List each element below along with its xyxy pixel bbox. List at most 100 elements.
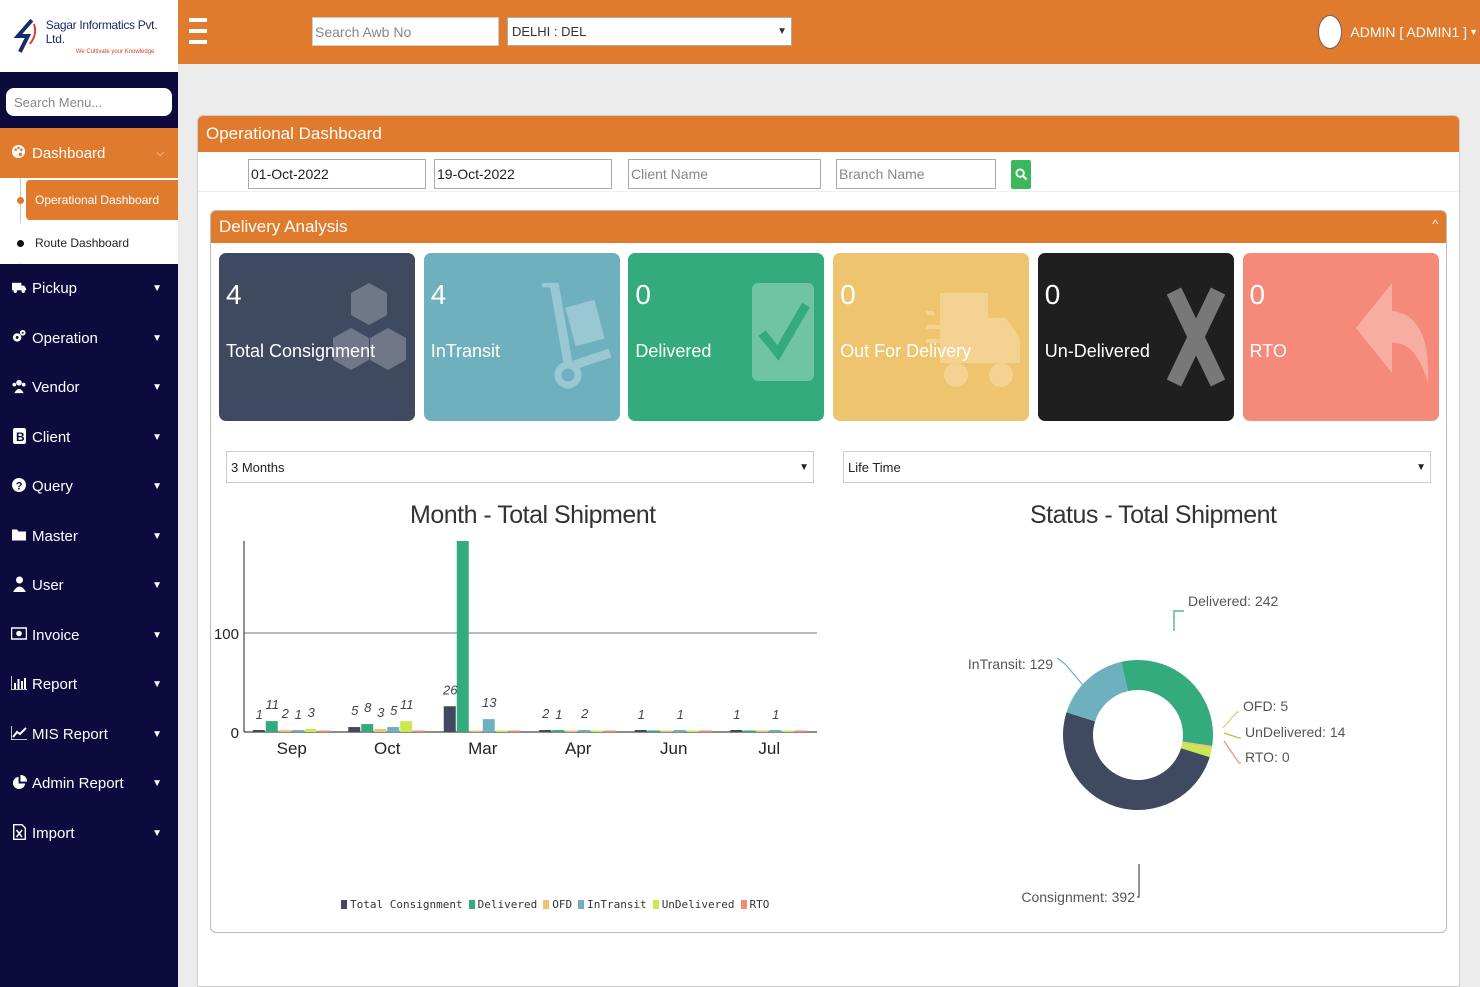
bar-rto-apr bbox=[604, 730, 617, 732]
to-date-input[interactable] bbox=[434, 159, 612, 189]
bar-ofd-jun bbox=[660, 730, 673, 732]
slice-label-undelivered: UnDelivered: 14 bbox=[1245, 724, 1346, 740]
slice-undelivered[interactable] bbox=[1180, 743, 1212, 758]
legend-item-ofd[interactable]: OFD bbox=[543, 898, 572, 911]
status-shipment-donut-chart: Delivered: 242 InTransit: 129 OFD: 5 UnDeli… bbox=[968, 593, 1346, 905]
bar-ofd-mar bbox=[469, 730, 482, 732]
slice-intransit[interactable] bbox=[1066, 661, 1128, 722]
svg-text:B: B bbox=[16, 430, 25, 444]
slice-ofd[interactable] bbox=[1182, 741, 1213, 749]
bar-delivered-oct bbox=[361, 724, 374, 732]
bar-ofd-sep bbox=[278, 730, 291, 732]
client-name-input[interactable] bbox=[628, 159, 821, 189]
bar-total-consignment-jul bbox=[730, 730, 743, 732]
sidebar-item-mis-report[interactable]: MIS Report ▼ bbox=[0, 710, 178, 760]
card-out-for-delivery[interactable]: 0 Out For Delivery bbox=[833, 253, 1030, 421]
chevron-down-icon: ▼ bbox=[777, 26, 787, 37]
legend-label: InTransit bbox=[587, 898, 647, 911]
sidebar-item-label: Dashboard bbox=[32, 144, 106, 162]
sidebar-item-client[interactable]: B Client ▼ bbox=[0, 413, 178, 463]
card-total-consignment[interactable]: 4 Total Consignment bbox=[219, 253, 415, 421]
hamburger-menu-icon[interactable] bbox=[189, 18, 207, 44]
sidebar-subitem-operational-dashboard[interactable]: Operational Dashboard bbox=[17, 180, 178, 220]
sidebar-item-dashboard[interactable]: Dashboard ⌵ bbox=[0, 128, 178, 178]
collapse-chevron-up-icon[interactable]: ^ bbox=[1432, 217, 1438, 231]
leader-line-consignment bbox=[1137, 864, 1140, 898]
sidebar-item-admin-report[interactable]: Admin Report ▼ bbox=[0, 759, 178, 809]
pie-chart-title: Status - Total Shipment bbox=[1030, 501, 1277, 529]
sidebar-item-pickup[interactable]: Pickup ▼ bbox=[0, 264, 178, 314]
slice-delivered[interactable] bbox=[1121, 660, 1213, 746]
logo[interactable]: Sagar Informatics Pvt. Ltd. We Cultivate… bbox=[0, 0, 178, 72]
bar-ofd-jul bbox=[756, 730, 769, 732]
bar-intransit-sep bbox=[291, 730, 304, 732]
legend-item-total-consignment[interactable]: Total Consignment bbox=[341, 898, 463, 911]
card-label: Un-Delivered bbox=[1044, 341, 1150, 361]
sidebar-item-label: Operation bbox=[32, 329, 98, 347]
card-intransit[interactable]: 4 InTransit bbox=[423, 253, 620, 421]
delivery-analysis-box: Delivery Analysis ^ 4 Total Consignment 4 I… bbox=[210, 210, 1447, 933]
branch-select[interactable]: DELHI : DEL ▼ bbox=[507, 17, 792, 46]
legend-item-rto[interactable]: RTO bbox=[740, 898, 769, 911]
sidebar-item-vendor[interactable]: Vendor ▼ bbox=[0, 363, 178, 413]
y-tick-label: 100 bbox=[214, 626, 239, 643]
search-awb-input[interactable] bbox=[312, 17, 499, 46]
x-tick-label: Apr bbox=[565, 739, 592, 758]
user-menu[interactable]: ADMIN [ ADMIN1 ] ▼ bbox=[1318, 15, 1478, 49]
user-icon bbox=[11, 576, 27, 595]
sidebar-item-report[interactable]: Report ▼ bbox=[0, 660, 178, 710]
dolly-icon bbox=[532, 278, 612, 398]
data-label: 1 bbox=[555, 707, 562, 722]
sidebar-item-label: Invoice bbox=[32, 626, 80, 644]
status-period-select[interactable]: Life Time ▼ bbox=[843, 451, 1431, 483]
data-label: 5 bbox=[390, 703, 398, 718]
data-label: 26 bbox=[442, 682, 458, 697]
leader-line-intransit bbox=[1056, 657, 1084, 686]
legend-item-intransit[interactable]: InTransit bbox=[578, 898, 647, 911]
users-icon bbox=[11, 379, 27, 397]
sidebar-subitem-route-dashboard[interactable]: Route Dashboard bbox=[0, 223, 178, 263]
sidebar-item-master[interactable]: Master ▼ bbox=[0, 512, 178, 562]
sidebar-item-operation[interactable]: Operation ▼ bbox=[0, 314, 178, 364]
card-un-delivered[interactable]: 0 Un-Delivered bbox=[1037, 253, 1234, 421]
search-menu-input[interactable] bbox=[6, 88, 172, 116]
card-label: Out For Delivery bbox=[840, 341, 972, 361]
chevron-down-icon: ▼ bbox=[799, 461, 809, 473]
legend-item-delivered[interactable]: Delivered bbox=[468, 898, 537, 911]
bar-intransit-jun bbox=[673, 730, 686, 732]
logo-mark-icon bbox=[13, 18, 37, 53]
search-button[interactable] bbox=[1011, 160, 1031, 189]
legend-swatch bbox=[341, 900, 347, 909]
bar-delivered-apr bbox=[552, 730, 565, 732]
data-label: 1 bbox=[733, 707, 740, 722]
sidebar-item-user[interactable]: User ▼ bbox=[0, 561, 178, 611]
card-rto[interactable]: 0 RTO bbox=[1242, 253, 1439, 421]
sidebar-item-query[interactable]: ? Query ▼ bbox=[0, 462, 178, 512]
bar-undelivered-apr bbox=[591, 730, 604, 732]
from-date-input[interactable] bbox=[248, 159, 426, 189]
data-label: 3 bbox=[308, 705, 316, 720]
file-excel-icon bbox=[11, 823, 27, 843]
data-label: 11 bbox=[266, 697, 280, 712]
x-icon bbox=[1166, 283, 1226, 398]
line-chart-icon bbox=[10, 725, 27, 743]
bar-rto-jun bbox=[699, 730, 712, 732]
brand-tagline: We Cultivate your Knowledge bbox=[75, 48, 155, 55]
branch-name-input[interactable] bbox=[836, 159, 996, 189]
top-header: DELHI : DEL ▼ ADMIN [ ADMIN1 ] ▼ bbox=[178, 0, 1480, 64]
card-value: 4 bbox=[430, 279, 447, 310]
card-label: Total Consignment bbox=[226, 341, 376, 361]
sidebar-item-invoice[interactable]: Invoice ▼ bbox=[0, 611, 178, 661]
period-select[interactable]: 3 Months ▼ bbox=[226, 451, 814, 483]
leader-line-undelivered bbox=[1223, 732, 1241, 739]
chevron-down-icon: ▼ bbox=[152, 382, 162, 394]
pie-chart-icon bbox=[11, 774, 27, 793]
bar-total-consignment-sep bbox=[252, 730, 265, 732]
sidebar-item-import[interactable]: Import ▼ bbox=[0, 809, 178, 859]
legend-swatch bbox=[543, 900, 550, 909]
slice-consignment[interactable] bbox=[1062, 712, 1210, 811]
legend-item-undelivered[interactable]: UnDelivered bbox=[652, 898, 735, 911]
month-shipment-bar-chart: 0100200300SepOctMarAprJunJul111213583511… bbox=[214, 541, 817, 758]
card-delivered[interactable]: 0 Delivered bbox=[628, 253, 825, 421]
search-icon bbox=[1014, 168, 1027, 181]
